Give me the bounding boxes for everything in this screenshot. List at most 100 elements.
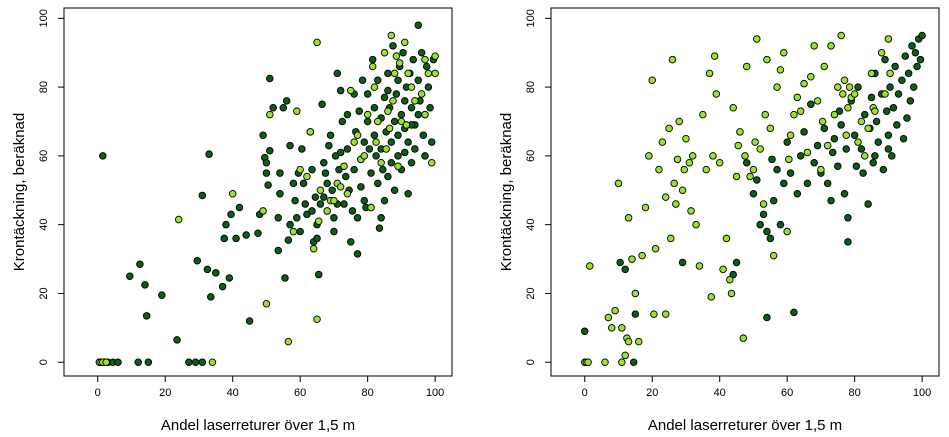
data-point-dark [763,313,771,322]
data-point-light [431,69,439,78]
data-point-dark [768,155,776,164]
data-point-dark [850,131,859,140]
data-point-dark [377,214,385,222]
data-point-light [350,138,358,146]
data-point-light [377,159,385,167]
data-point-dark [218,282,227,291]
data-point-light [624,214,633,222]
data-point-dark [353,250,362,258]
y-tick-label: 80 [38,81,50,93]
data-point-dark [358,76,367,84]
data-point-dark [365,145,374,153]
data-point-dark [881,55,889,64]
data-point-light [614,179,623,188]
data-point-dark [269,103,277,112]
data-point-dark [308,207,316,215]
x-tick-label: 80 [849,387,861,399]
data-point-dark [421,152,429,160]
data-point-dark [842,145,850,153]
data-point-light [404,69,412,78]
data-point-light [330,196,338,205]
data-point-light [746,172,754,181]
data-point-light [839,90,847,98]
data-point-dark [629,358,638,366]
data-point-light [650,310,658,318]
data-point-dark [616,258,624,267]
data-point-dark [830,134,839,143]
data-point-light [773,83,781,91]
x-tick-label: 40 [227,387,239,399]
data-point-dark [384,172,392,181]
data-point-dark [753,176,761,184]
data-point-light [685,159,694,167]
data-point-dark [837,121,845,129]
data-point-light [776,66,785,74]
data-point-dark [414,76,423,84]
data-point-light [306,128,315,136]
data-point-dark [336,86,345,95]
data-point-light [343,189,352,198]
data-point-dark [136,260,144,268]
data-point-dark [266,74,274,83]
data-point-light [262,300,271,308]
data-point-dark [368,55,377,64]
data-point-dark [401,97,409,105]
data-point-dark [355,107,363,115]
data-point-dark [320,193,328,201]
data-point-dark [397,110,406,119]
data-point-dark [341,172,350,181]
points-layer-right [580,31,926,366]
data-point-dark [800,128,808,136]
data-point-light [601,358,609,366]
data-point-light [628,255,636,263]
data-point-dark [227,210,235,219]
data-point-dark [796,152,805,160]
data-point-dark [854,83,862,91]
data-point-dark [414,110,423,119]
points-layer-left [95,21,439,366]
data-point-dark [321,169,330,177]
data-point-light [857,117,866,126]
data-point-light [336,183,345,191]
data-point-dark [380,196,389,205]
y-tick-label: 80 [525,81,537,93]
data-point-dark [259,131,267,140]
data-point-light [401,38,409,47]
data-point-light [727,289,736,298]
data-point-dark [375,224,384,232]
data-point-dark [212,269,220,277]
data-point-dark [185,358,193,366]
data-point-dark [343,110,352,119]
data-point-dark [298,145,306,153]
data-point-dark [291,196,299,205]
data-point-dark [276,189,284,198]
data-point-light [751,138,759,146]
data-point-dark [323,179,331,188]
data-point-light [867,69,876,78]
data-point-dark [141,281,149,289]
data-point-dark [144,358,153,366]
data-point-light [729,103,737,112]
data-point-dark [884,131,893,140]
data-point-dark [749,189,758,198]
data-point-dark [286,141,294,150]
data-point-light [675,117,683,126]
data-point-dark [331,152,340,160]
data-point-dark [810,159,818,167]
data-point-dark [198,191,207,200]
data-point-dark [286,220,294,229]
data-point-dark [203,265,212,274]
data-point-dark [99,152,107,160]
data-point-dark [330,214,338,222]
data-point-dark [742,159,751,167]
data-point-dark [414,21,423,29]
data-point-light [641,203,650,212]
data-point-dark [279,103,288,112]
data-point-dark [318,100,326,109]
data-point-light [818,117,827,126]
data-point-dark [793,189,802,198]
data-point-light [367,203,375,212]
data-point-dark [254,229,262,238]
data-point-dark [353,214,362,222]
